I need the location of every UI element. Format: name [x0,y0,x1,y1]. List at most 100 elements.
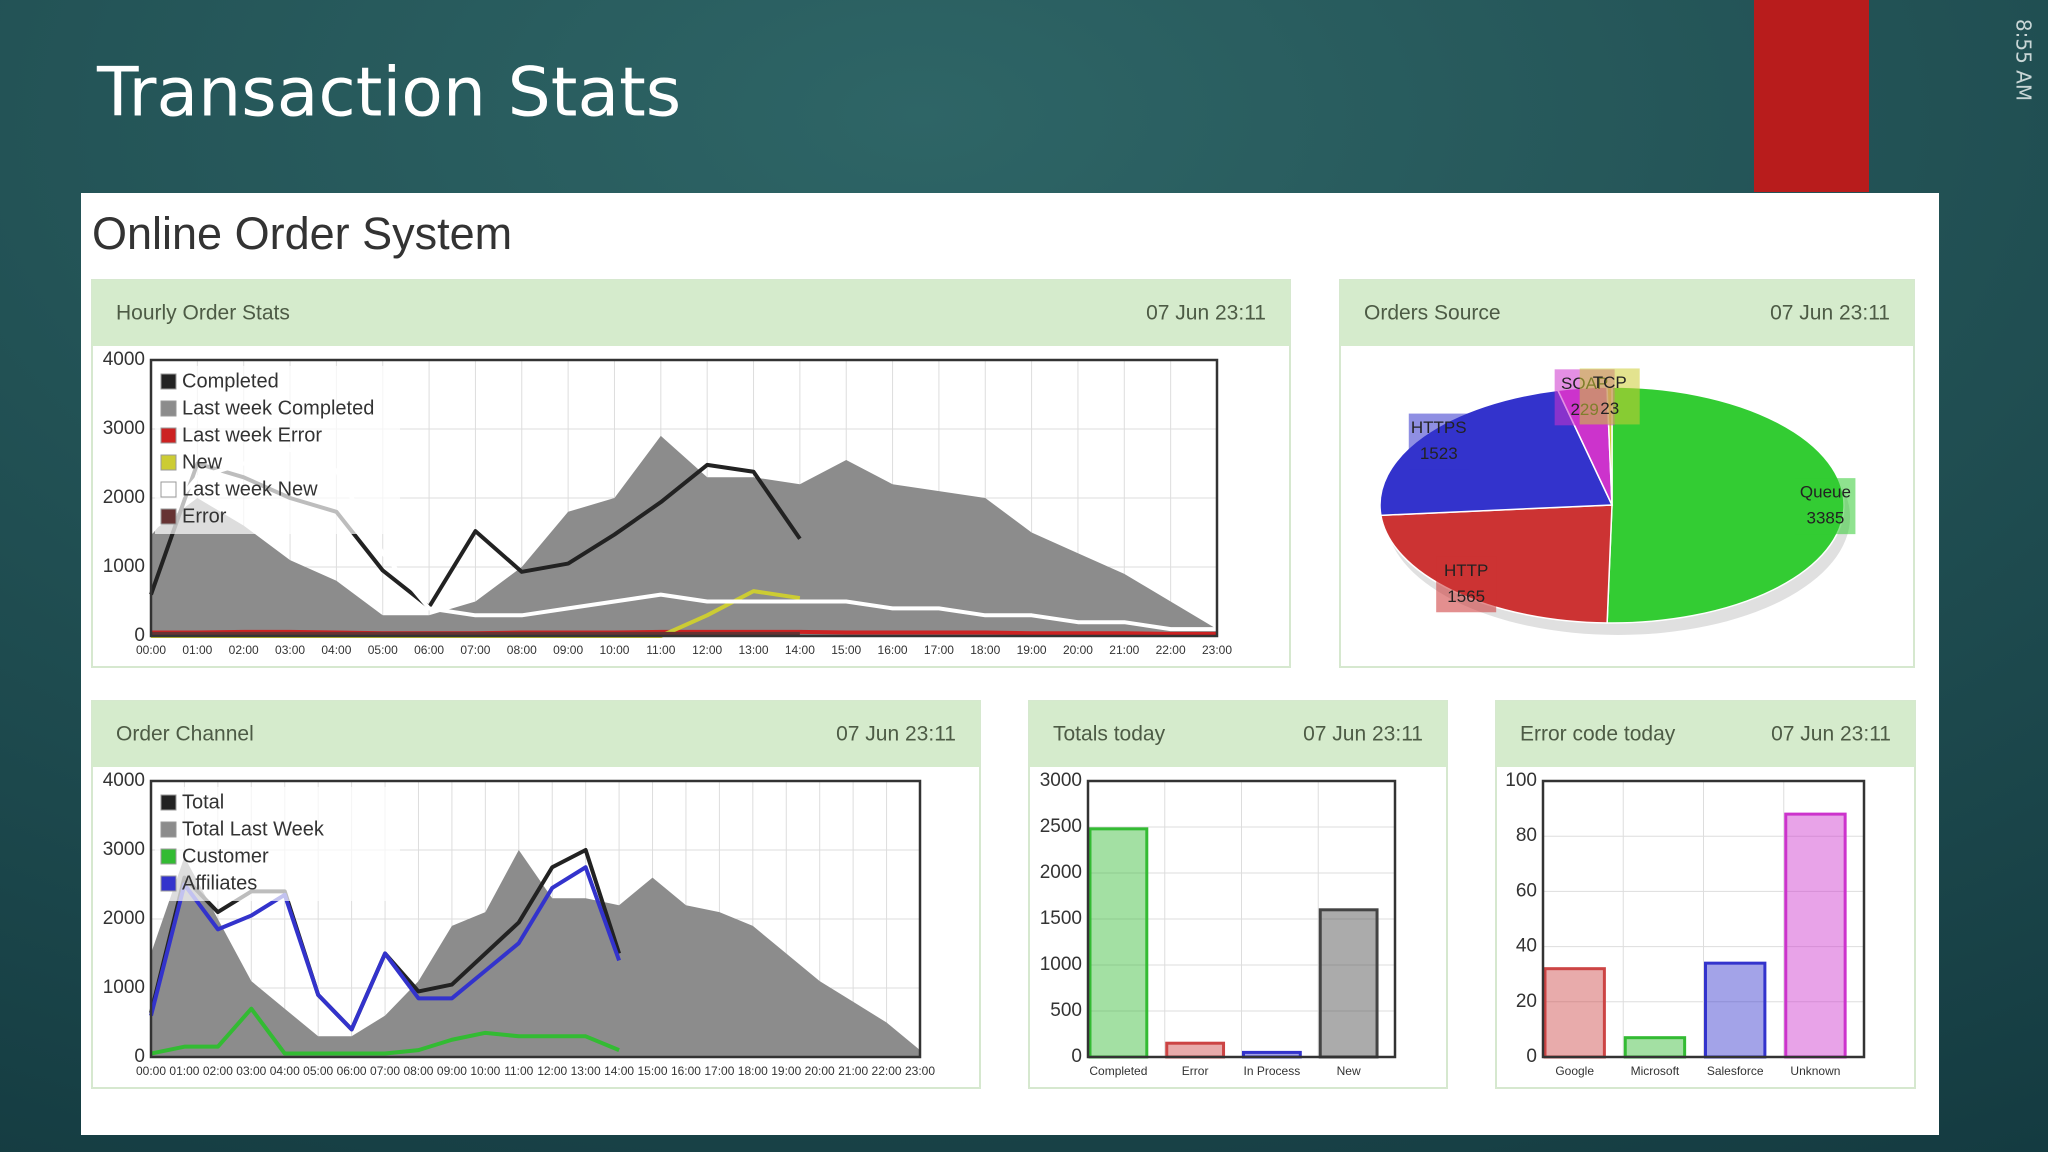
legend-swatch [160,821,177,838]
y-tick-label: 1000 [1040,954,1082,975]
legend-swatch [160,400,177,417]
x-tick-label: 13:00 [571,1064,601,1078]
y-tick-label: 0 [134,625,145,646]
y-tick-label: 0 [1526,1046,1537,1067]
y-tick-label: 1000 [103,556,145,577]
panel-header [92,280,1290,346]
pie-label-value: 1565 [1447,587,1485,606]
x-tick-label: 06:00 [414,643,444,657]
panel-header [92,701,980,767]
x-tick-label: 08:00 [403,1064,433,1078]
y-tick-label: 1500 [1040,908,1082,929]
legend-swatch [160,848,177,865]
clock: 8:55 AM [2012,19,2036,101]
x-tick-label: 21:00 [1109,643,1139,657]
x-tick-label: 18:00 [970,643,1000,657]
pie-label-name: Queue [1800,483,1851,502]
x-tick-label: 16:00 [878,643,908,657]
x-tick-label: Completed [1089,1064,1147,1078]
area [151,435,1217,636]
y-tick-label: 4000 [103,770,145,791]
plot-frame [149,779,922,1059]
bar [1784,812,1847,1059]
x-tick-label: 04:00 [270,1064,300,1078]
panel-timestamp: 07 Jun 23:11 [836,723,956,746]
x-tick-label: 23:00 [905,1064,935,1078]
x-tick-label: 11:00 [504,1064,533,1078]
accent-bar [1754,0,1869,192]
x-tick-label: 02:00 [229,643,259,657]
x-tick-label: 05:00 [368,643,398,657]
legend-swatch [160,373,177,390]
y-tick-label: 60 [1516,880,1537,901]
y-tick-label: 0 [134,1046,145,1067]
pie-label-value: 23 [1600,399,1619,418]
legend-swatch [160,875,177,892]
pie-label-value: 1523 [1420,444,1458,463]
y-tick-label: 80 [1516,825,1537,846]
bar [1623,1036,1687,1059]
bar [1165,1041,1226,1059]
x-tick-label: 19:00 [771,1064,801,1078]
legend-label: New [182,451,223,473]
x-tick-label: 23:00 [1202,643,1232,657]
x-tick-label: 14:00 [604,1064,634,1078]
pie-label-box [1795,478,1856,535]
legend-label: Total [182,791,224,813]
y-tick-label: 2500 [1040,816,1082,837]
bar [1704,961,1767,1059]
x-tick-label: 00:00 [136,1064,166,1078]
legend-swatch [160,427,177,444]
panel-title: Order Channel [116,723,254,746]
y-tick-label: 3000 [103,839,145,860]
pie-label-value: 3385 [1807,509,1845,528]
x-tick-label: 01:00 [169,1064,199,1078]
legend-swatch [160,481,177,498]
panel-header [1340,280,1914,346]
x-tick-label: 08:00 [507,643,537,657]
panel-title: Error code today [1520,723,1676,746]
slide-title: Transaction Stats [96,54,681,133]
pie-label-box [1408,413,1469,470]
x-tick-label: 16:00 [671,1064,701,1078]
panel-title: Totals today [1053,723,1166,746]
x-tick-label: 17:00 [704,1064,734,1078]
x-tick-label: 07:00 [370,1064,400,1078]
x-tick-label: 06:00 [337,1064,367,1078]
x-tick-label: Microsoft [1631,1064,1680,1078]
x-tick-label: 14:00 [785,643,815,657]
x-tick-label: 15:00 [831,643,861,657]
legend-label: Error [182,505,227,527]
pie-label-name: HTTPS [1411,418,1467,437]
y-tick-label: 500 [1050,1000,1082,1021]
legend-label: Last week Completed [182,397,374,419]
x-tick-label: 09:00 [553,643,583,657]
panel-header [1029,701,1447,767]
x-tick-label: 10:00 [599,643,629,657]
x-tick-label: 13:00 [739,643,769,657]
legend-box [155,787,400,901]
legend-swatch [160,794,177,811]
legend-label: Total Last Week [182,818,325,840]
x-tick-label: 22:00 [1156,643,1186,657]
legend-label: Last week New [182,478,318,500]
pie-label-box [1579,368,1640,425]
x-tick-label: Error [1182,1064,1209,1078]
x-tick-label: 07:00 [460,643,490,657]
legend-swatch [160,454,177,471]
y-tick-label: 0 [1071,1046,1082,1067]
area [151,850,920,1057]
y-tick-label: 100 [1505,770,1537,791]
x-tick-label: 04:00 [321,643,351,657]
pie-label-box [1436,556,1497,613]
x-tick-label: 21:00 [838,1064,868,1078]
y-tick-label: 3000 [1040,770,1082,791]
x-tick-label: Google [1555,1064,1594,1078]
x-tick-label: 22:00 [872,1064,902,1078]
x-tick-label: 12:00 [537,1064,567,1078]
dashboard-title: Online Order System [92,208,512,259]
plot-frame [1541,779,1866,1059]
bar [1318,908,1379,1059]
plot-frame [149,358,1219,638]
